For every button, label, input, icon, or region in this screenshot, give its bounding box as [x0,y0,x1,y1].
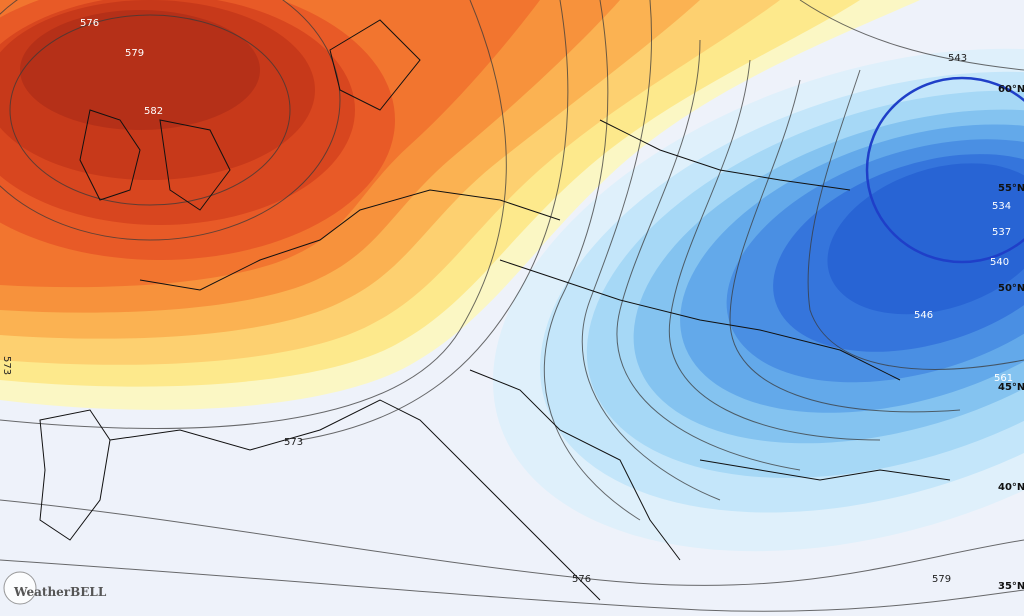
coastlines [39,19,951,601]
contour-label: 573 [284,437,303,448]
contour-label: 579 [932,574,951,585]
contour-label: 534 [992,201,1011,212]
latitude-label: 45°N [998,382,1024,393]
contour-label: 576 [80,18,99,29]
warm-anomaly [0,0,920,410]
contour-label: 537 [992,227,1011,238]
latitude-label: 40°N [998,482,1024,493]
contour-label: 573 [1,356,12,375]
contour-label: 579 [125,48,144,59]
low-center-contour [865,76,1024,264]
contour-label: 561 [994,373,1013,384]
latitude-label: 55°N [998,183,1024,194]
contour-label: 576 [572,574,591,585]
logo: WeatherBELL [3,571,107,605]
contour-label: 543 [948,53,967,64]
contour-label: 582 [144,106,163,117]
contour-label: 546 [914,310,933,321]
latitude-label: 50°N [998,283,1024,294]
cold-anomaly [492,48,1024,552]
logo-text: WeatherBELL [13,585,107,599]
latitude-label: 60°N [998,84,1024,95]
latitude-label: 35°N [998,581,1024,592]
contour-label: 540 [990,257,1009,268]
